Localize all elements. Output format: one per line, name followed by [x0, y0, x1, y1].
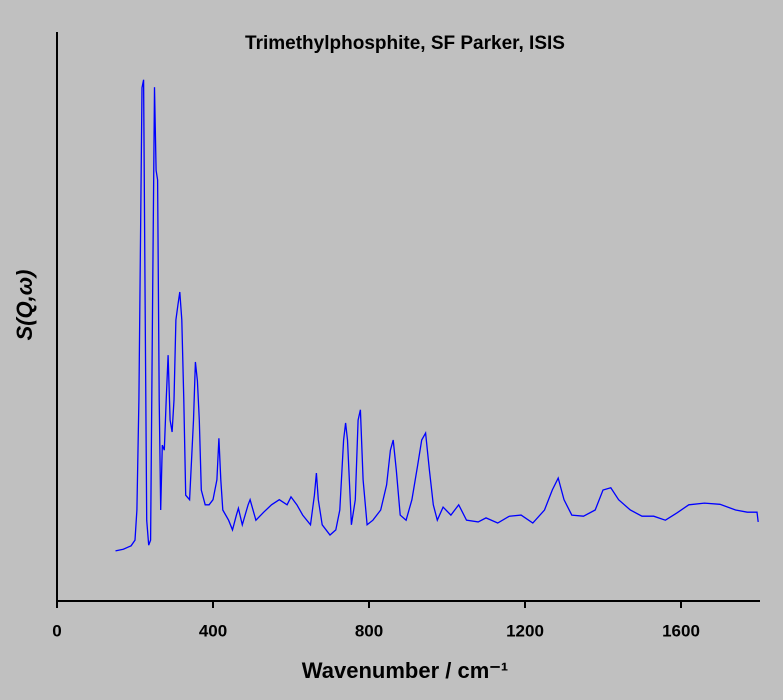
x-axis-label: Wavenumber / cm⁻¹ — [302, 658, 508, 683]
x-tick-label: 400 — [199, 621, 227, 640]
x-tick-label: 0 — [52, 621, 61, 640]
x-tick-label: 1600 — [662, 621, 700, 640]
x-tick-label: 800 — [355, 621, 383, 640]
spectrum-line — [115, 79, 759, 552]
x-tick-label: 1200 — [506, 621, 544, 640]
chart-title: Trimethylphosphite, SF Parker, ISIS — [245, 33, 565, 54]
y-axis-label: S(Q,ω) — [12, 270, 37, 341]
